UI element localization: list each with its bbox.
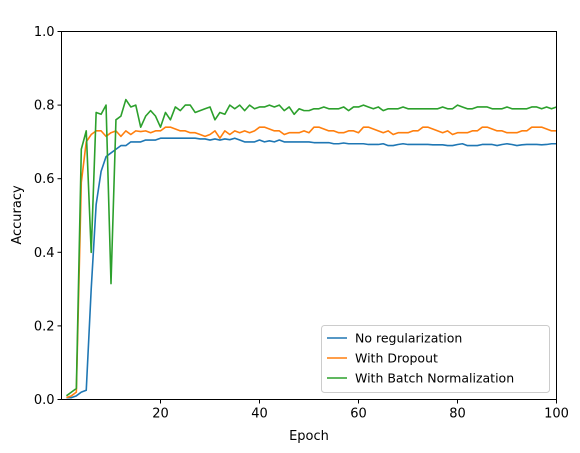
y-tick-label: 0.4 — [34, 246, 55, 261]
series-line-1 — [66, 137, 557, 399]
y-axis-label: Accuracy — [10, 185, 25, 245]
series-line-3 — [65, 98, 557, 397]
legend: No regularization With Dropout With Batch … — [321, 325, 550, 393]
series-line-2 — [66, 126, 557, 399]
plot-area-frame — [61, 31, 557, 400]
y-axis-ticks: 0.0 0.2 0.4 0.6 0.8 1.0 — [34, 25, 62, 408]
x-tick-label: 60 — [350, 407, 367, 422]
legend-label: No regularization — [355, 331, 462, 346]
x-tick-label: 40 — [251, 407, 268, 422]
legend-label: With Dropout — [355, 351, 438, 366]
y-tick-label: 0.2 — [34, 319, 55, 334]
y-tick-label: 0.8 — [34, 99, 55, 114]
x-tick-label: 20 — [152, 407, 169, 422]
x-tick-label: 80 — [449, 407, 466, 422]
legend-label: With Batch Normalization — [355, 371, 514, 386]
y-tick-label: 1.0 — [34, 25, 55, 40]
y-tick-label: 0.6 — [34, 172, 55, 187]
y-tick-label: 0.0 — [34, 393, 55, 408]
x-tick-label: 100 — [544, 407, 569, 422]
series-lines — [65, 98, 557, 399]
x-axis-ticks: 20 40 60 80 100 — [152, 399, 569, 422]
legend-box — [321, 325, 550, 393]
x-axis-label: Epoch — [289, 429, 329, 444]
